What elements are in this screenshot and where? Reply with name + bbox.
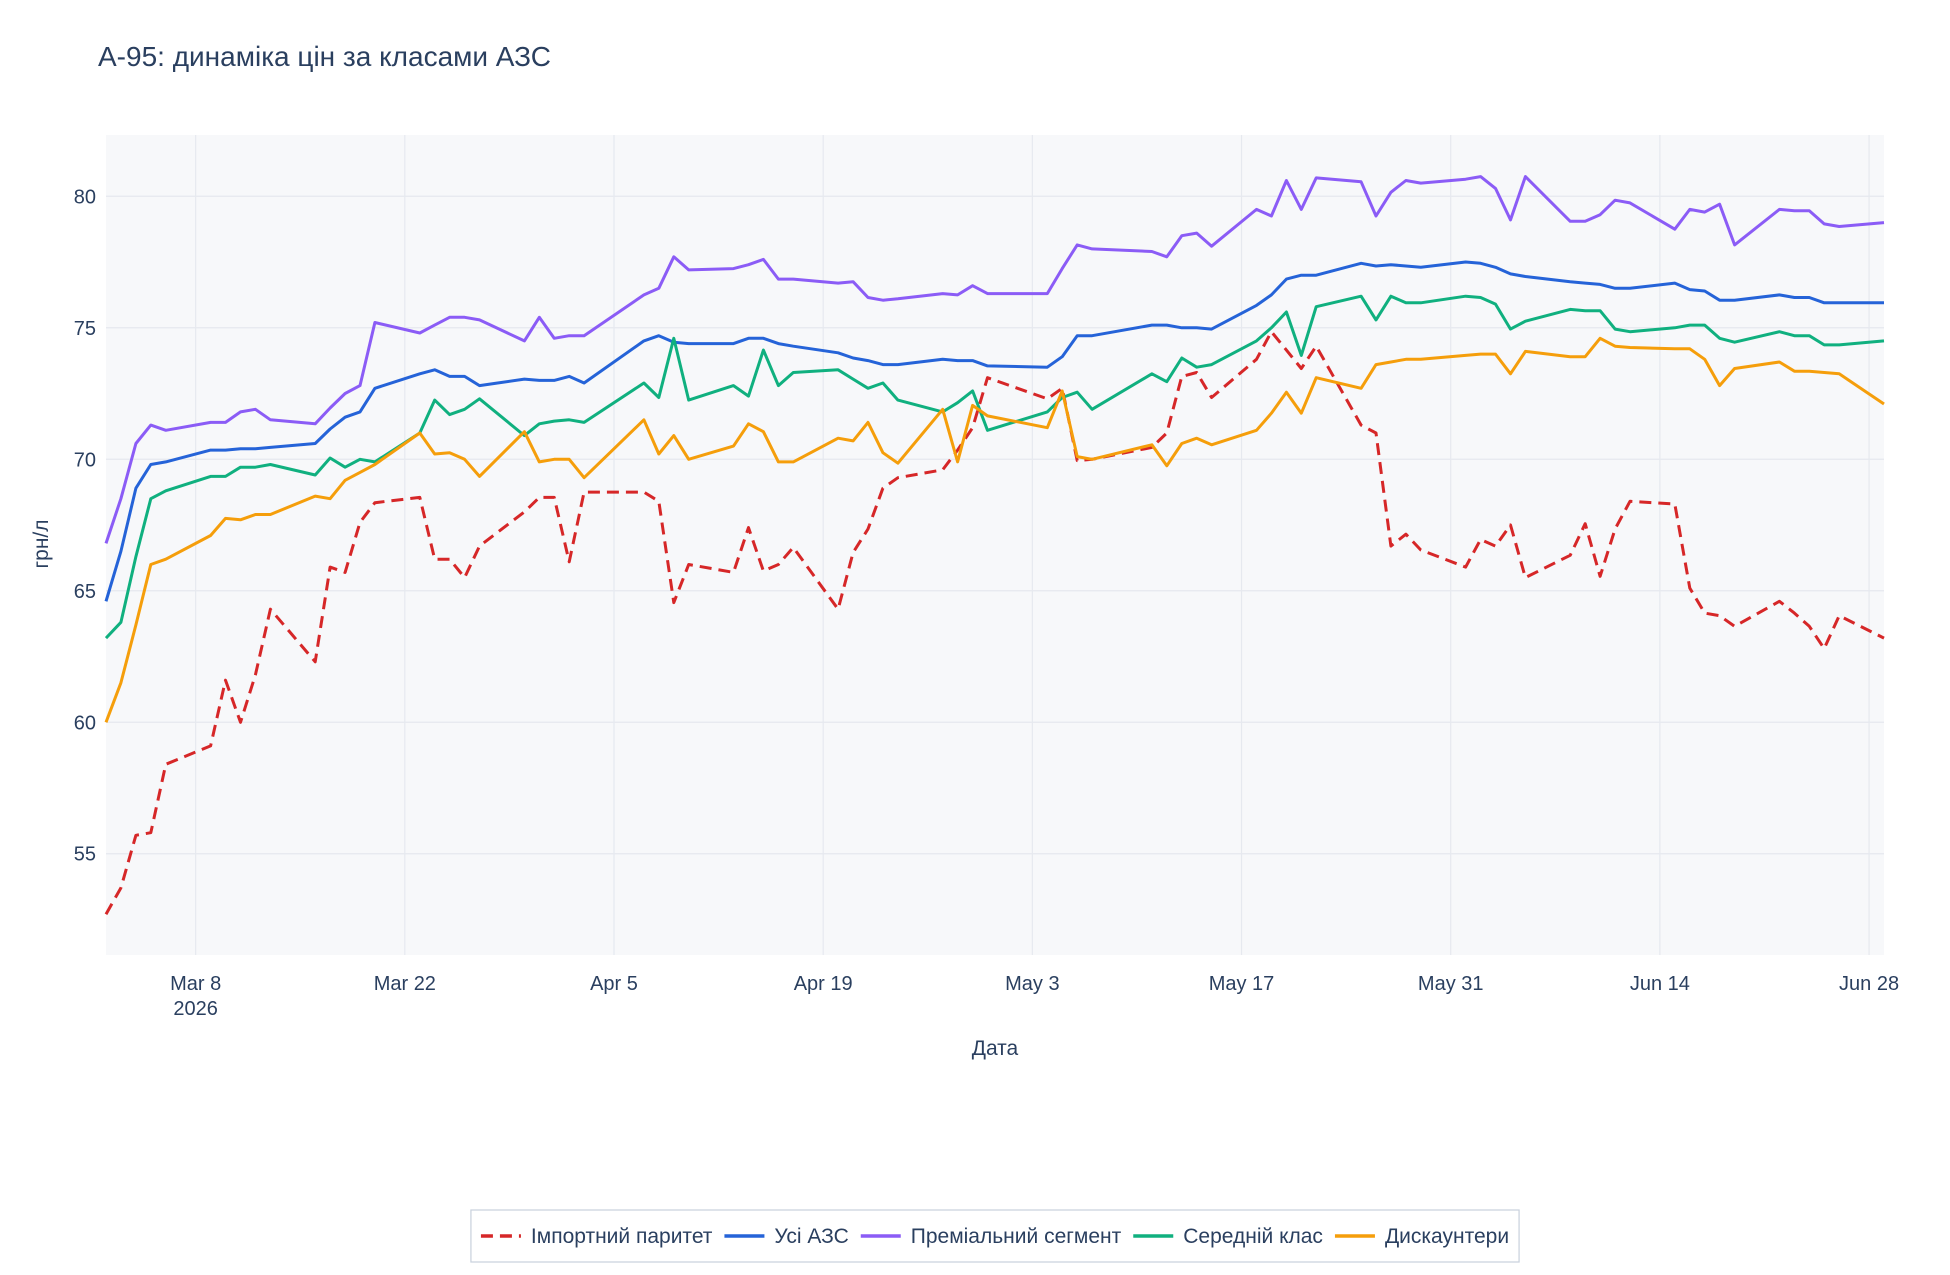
x-tick-label: Jun 28 <box>1839 973 1899 995</box>
y-tick-label: 75 <box>74 318 96 340</box>
series-line <box>104 175 1885 544</box>
legend-label: Середній клас <box>1183 1225 1323 1248</box>
x-tick-label: May 17 <box>1209 973 1275 995</box>
legend-label: Дискаунтери <box>1385 1225 1509 1248</box>
x-tick-label: Mar 8 2026 <box>170 973 221 1020</box>
y-tick-label: 65 <box>74 581 96 603</box>
chart-title: А-95: динаміка цін за класами АЗС <box>98 41 551 72</box>
y-tick-label: 55 <box>74 844 96 866</box>
x-tick-label: Mar 22 <box>374 973 436 995</box>
series-line <box>104 330 1885 915</box>
x-axis-title: Дата <box>972 1037 1019 1060</box>
x-tick-label: Apr 19 <box>794 973 853 995</box>
legend-label: Преміальний сегмент <box>911 1225 1122 1248</box>
y-tick-label: 60 <box>74 712 96 734</box>
x-tick-label: Apr 5 <box>590 973 638 995</box>
y-axis-title: грн/л <box>30 519 53 568</box>
x-tick-label: May 31 <box>1418 973 1484 995</box>
x-tick-label: Jun 14 <box>1630 973 1690 995</box>
plot-background <box>106 135 1884 955</box>
legend: Імпортний паритет Усі АЗС Преміальний сегм… <box>470 1209 1520 1263</box>
y-tick-label: 70 <box>74 449 96 471</box>
legend-label: Імпортний паритет <box>531 1225 713 1248</box>
legend-label: Усі АЗС <box>774 1225 848 1248</box>
series-line <box>104 260 1884 602</box>
series-line <box>104 336 1885 723</box>
x-tick-label: May 3 <box>1005 973 1059 995</box>
y-tick-label: 80 <box>74 186 96 208</box>
series-line <box>104 294 1885 640</box>
